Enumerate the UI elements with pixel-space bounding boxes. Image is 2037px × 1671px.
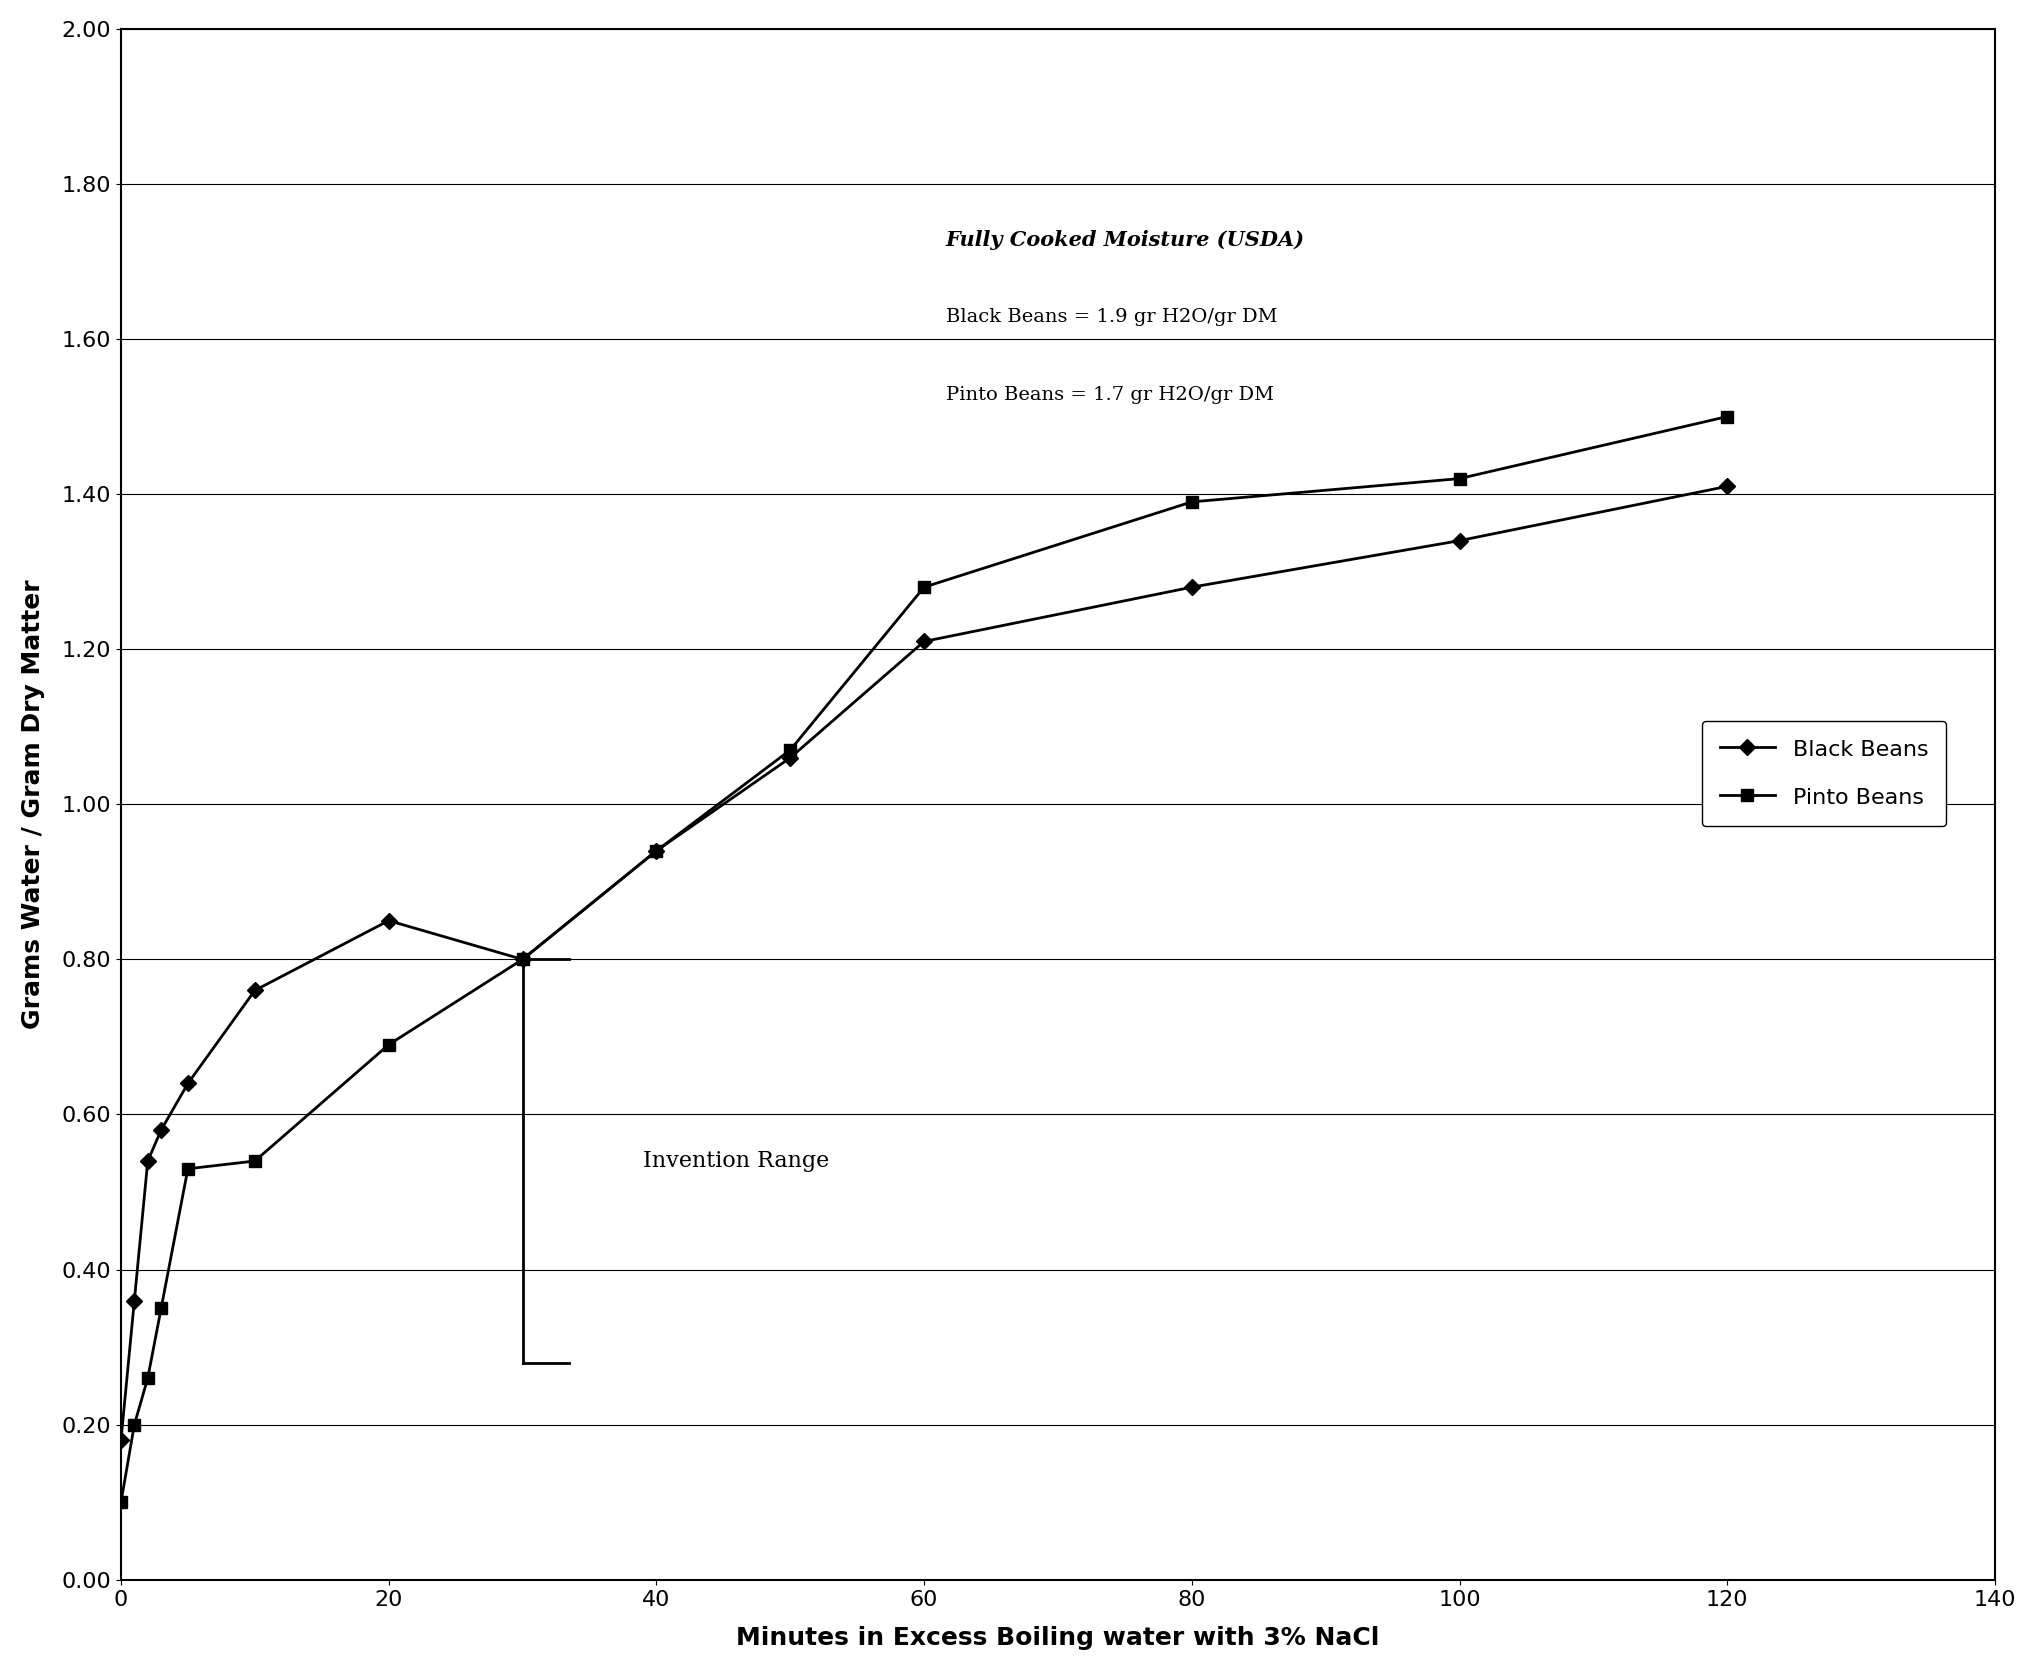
Pinto Beans	[913, 576, 937, 597]
Pinto Beans	[1446, 468, 1471, 488]
Pinto Beans	[778, 740, 803, 760]
Pinto Beans	[122, 1415, 147, 1435]
Line: Pinto Beans: Pinto Beans	[116, 411, 1733, 1507]
Pinto Beans	[108, 1492, 132, 1512]
Pinto Beans	[242, 1151, 267, 1171]
Black Beans	[136, 1151, 161, 1171]
Black Beans	[778, 747, 803, 767]
Pinto Beans	[511, 949, 536, 969]
Text: Black Beans = 1.9 gr H2O/gr DM: Black Beans = 1.9 gr H2O/gr DM	[945, 307, 1277, 326]
Black Beans	[511, 949, 536, 969]
Pinto Beans	[149, 1298, 173, 1318]
Pinto Beans	[175, 1158, 200, 1178]
Legend: Black Beans, Pinto Beans: Black Beans, Pinto Beans	[1701, 720, 1945, 825]
Black Beans	[108, 1430, 132, 1450]
Black Beans	[913, 632, 937, 652]
Text: Fully Cooked Moisture (USDA): Fully Cooked Moisture (USDA)	[945, 231, 1304, 251]
Pinto Beans	[644, 841, 668, 861]
Black Beans	[377, 911, 401, 931]
Pinto Beans	[1715, 406, 1740, 426]
Y-axis label: Grams Water / Gram Dry Matter: Grams Water / Gram Dry Matter	[20, 580, 45, 1029]
Black Beans	[242, 981, 267, 1001]
Black Beans	[1715, 476, 1740, 496]
Black Beans	[1179, 576, 1204, 597]
Pinto Beans	[1179, 491, 1204, 511]
Pinto Beans	[377, 1034, 401, 1054]
Text: Invention Range: Invention Range	[644, 1150, 829, 1171]
X-axis label: Minutes in Excess Boiling water with 3% NaCl: Minutes in Excess Boiling water with 3% …	[735, 1626, 1379, 1651]
Black Beans	[644, 841, 668, 861]
Text: Pinto Beans = 1.7 gr H2O/gr DM: Pinto Beans = 1.7 gr H2O/gr DM	[945, 386, 1273, 404]
Line: Black Beans: Black Beans	[116, 481, 1733, 1445]
Black Beans	[1446, 531, 1471, 551]
Pinto Beans	[136, 1369, 161, 1389]
Black Beans	[149, 1120, 173, 1140]
Black Beans	[175, 1073, 200, 1093]
Black Beans	[122, 1290, 147, 1310]
